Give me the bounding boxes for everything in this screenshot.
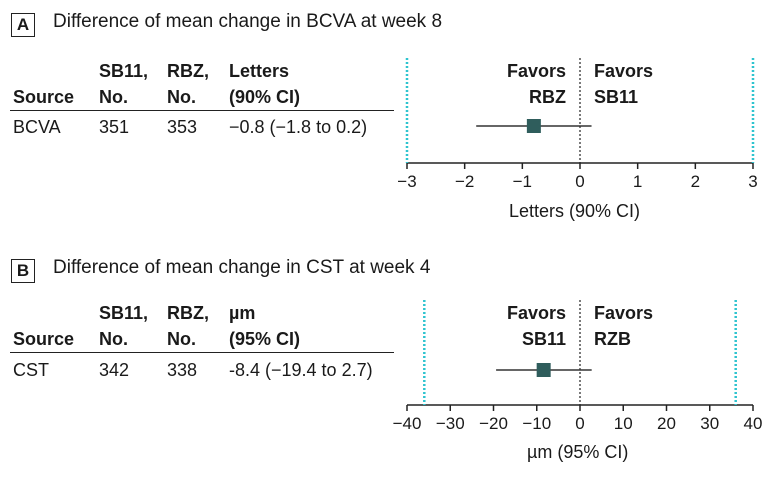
row-source: BCVA [13,117,61,137]
favors-left-line2: SB11 [521,329,566,349]
x-axis-label: Letters (90% CI) [509,201,641,221]
x-axis-label: µm (95% CI) [527,442,629,462]
x-tick-label: 40 [744,414,763,433]
row-rbz-n: 338 [167,360,198,380]
favors-left-line1: Favors [506,303,566,323]
col-header-estimate-line1: µm [229,303,256,323]
x-tick-label: −40 [393,414,422,433]
row-estimate-text: −0.8 (−1.8 to 0.2) [229,117,368,137]
header-divider [10,110,394,111]
col-header-rbz-line2: No. [167,329,196,349]
panel-a: A Difference of mean change in BCVA at w… [0,0,777,236]
row-estimate-text: -8.4 (−19.4 to 2.7) [229,360,373,380]
panel-label: A [11,13,35,37]
x-tick-label: 3 [748,172,757,191]
favors-left-line2: RBZ [529,87,566,107]
header-divider [10,352,394,353]
row-source: CST [13,360,49,380]
x-tick-label: 2 [691,172,700,191]
panel-b: B Difference of mean change in CST at we… [0,246,777,482]
col-header-rbz-line2: No. [167,87,196,107]
x-tick-label: −1 [513,172,532,191]
point-estimate-marker [536,363,551,377]
col-header-rbz-line1: RBZ, [167,61,209,81]
favors-right-line2: SB11 [594,87,639,107]
col-header-source: Source [13,329,75,349]
favors-left-line1: Favors [506,61,566,81]
panel-title: Difference of mean change in BCVA at wee… [53,11,443,32]
x-tick-label: −10 [522,414,551,433]
col-header-estimate-line1: Letters [229,61,290,81]
x-tick-label: 10 [614,414,633,433]
row-sb11-n: 342 [99,360,130,380]
x-tick-label: 1 [633,172,642,191]
row-sb11-n: 351 [99,117,130,137]
x-tick-label: 0 [575,172,584,191]
col-header-sb11-line2: No. [99,87,128,107]
favors-right-line1: Favors [594,303,654,323]
forest-plot: −3 −2 −1 0 1 2 3 [397,58,758,191]
panel-title: Difference of mean change in CST at week… [53,257,431,278]
col-header-sb11-line1: SB11, [99,303,149,323]
x-tick-label: −30 [436,414,465,433]
col-header-sb11-line1: SB11, [99,61,149,81]
col-header-source: Source [13,87,75,107]
panel-label: B [11,259,35,283]
col-header-rbz-line1: RBZ, [167,303,209,323]
col-header-estimate-line2: (95% CI) [229,329,301,349]
point-estimate-marker [526,119,541,133]
x-tick-label: 30 [700,414,719,433]
col-header-sb11-line2: No. [99,329,128,349]
col-header-estimate-line2: (90% CI) [229,87,301,107]
forest-plot: −40 −30 −20 −10 0 10 20 30 40 [393,300,763,433]
favors-right-line2: RZB [594,329,631,349]
x-tick-label: −20 [479,414,508,433]
x-tick-label: 20 [657,414,676,433]
favors-right-line1: Favors [594,61,654,81]
x-tick-label: −3 [397,172,416,191]
row-rbz-n: 353 [167,117,198,137]
x-tick-label: −2 [455,172,474,191]
x-tick-label: 0 [575,414,584,433]
